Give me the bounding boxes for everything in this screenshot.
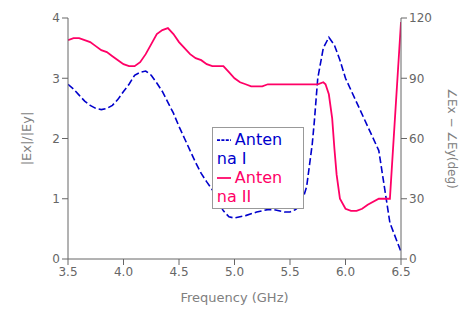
- svg-text:60: 60: [409, 132, 424, 146]
- svg-text:90: 90: [409, 72, 424, 86]
- svg-text:6.5: 6.5: [391, 265, 410, 279]
- svg-text:4.5: 4.5: [169, 265, 188, 279]
- svg-text:∠Ex − ∠Ey(deg): ∠Ex − ∠Ey(deg): [445, 88, 459, 189]
- svg-text:Frequency (GHz): Frequency (GHz): [180, 290, 288, 305]
- svg-text:2: 2: [52, 132, 60, 146]
- svg-text:3.5: 3.5: [58, 265, 77, 279]
- svg-text:4.0: 4.0: [114, 265, 133, 279]
- svg-text:1: 1: [52, 192, 60, 206]
- svg-text:30: 30: [409, 192, 424, 206]
- html-text:Antenna II: Antenna II: [216, 167, 283, 206]
- svg-text:0: 0: [52, 252, 60, 266]
- svg-text:3: 3: [52, 72, 60, 86]
- svg-text:|Ex|/|Ey|: |Ex|/|Ey|: [19, 112, 34, 166]
- svg-text:5.0: 5.0: [225, 265, 244, 279]
- svg-text:4: 4: [52, 11, 60, 25]
- svg-text:120: 120: [409, 11, 432, 25]
- svg-text:5.5: 5.5: [280, 265, 299, 279]
- svg-text:6.0: 6.0: [336, 265, 355, 279]
- svg-text:0: 0: [409, 252, 417, 266]
- html-text:Antenna I: Antenna I: [216, 129, 283, 168]
